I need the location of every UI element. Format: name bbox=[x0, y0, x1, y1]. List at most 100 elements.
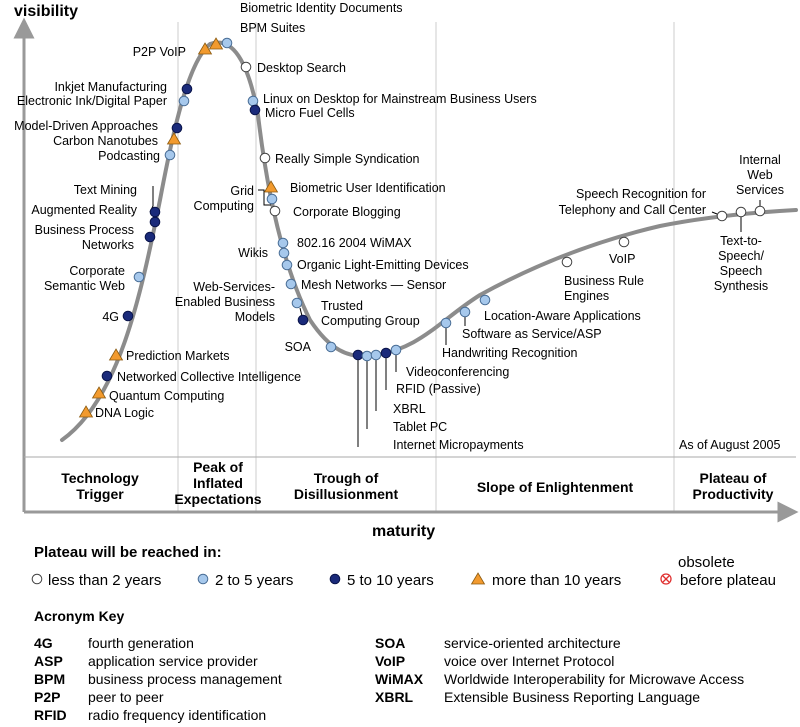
software-as-service-asp-label: Software as Service/ASP bbox=[462, 327, 602, 341]
legend-5-to-10-icon bbox=[329, 573, 341, 585]
technology-labels: DNA Logic Quantum Computing Networked Coll… bbox=[14, 1, 784, 452]
micro-fuel-cells-marker bbox=[249, 104, 261, 116]
svg-text:before plateau: before plateau bbox=[680, 572, 776, 589]
svg-text:BPM: BPM bbox=[34, 671, 65, 687]
corporate-semantic-web-marker bbox=[133, 271, 145, 283]
leader-lines bbox=[149, 88, 761, 447]
xbrl-label: XBRL bbox=[393, 402, 426, 416]
location-aware-applications-marker bbox=[479, 294, 491, 306]
tablet-pc-label: Tablet PC bbox=[393, 420, 447, 434]
handwriting-recognition-label: Handwriting Recognition bbox=[442, 346, 578, 360]
svg-text:less than 2 years: less than 2 years bbox=[48, 572, 161, 589]
acronym-voip: VoIP voice over Internet Protocol bbox=[375, 653, 614, 669]
grid-computing-label: Grid Computing bbox=[194, 184, 254, 213]
svg-text:more than 10 years: more than 10 years bbox=[492, 572, 621, 589]
biometric-user-identification-label: Biometric User Identification bbox=[290, 181, 446, 195]
electronic-ink-digital-paper-label: Electronic Ink/Digital Paper bbox=[17, 94, 167, 108]
networked-collective-intelligence-marker bbox=[101, 370, 113, 382]
videoconferencing-label: Videoconferencing bbox=[406, 365, 509, 379]
augmented-reality-marker bbox=[149, 216, 161, 228]
podcasting-label: Podcasting bbox=[98, 149, 160, 163]
y-axis-label: visibility bbox=[14, 3, 78, 20]
wikis-label: Wikis bbox=[238, 246, 268, 260]
corporate-semantic-web-label: Corporate Semantic Web bbox=[44, 264, 125, 293]
corporate-blogging-marker bbox=[269, 205, 281, 217]
model-driven-approaches-marker bbox=[171, 122, 183, 134]
corporate-blogging-label: Corporate Blogging bbox=[293, 205, 401, 219]
svg-text:5 to 10 years: 5 to 10 years bbox=[347, 572, 434, 589]
text-mining-marker bbox=[149, 206, 161, 218]
svg-text:WiMAX: WiMAX bbox=[375, 671, 424, 687]
acronym-wimax: WiMAX Worldwide Interoperability for Micr… bbox=[375, 671, 744, 687]
quantum-computing-marker bbox=[91, 386, 107, 399]
svg-text:application service provider: application service provider bbox=[88, 653, 258, 669]
linux-on-desktop-for-mainstream-business-users-marker bbox=[247, 95, 259, 107]
really-simple-syndication-label: Really Simple Syndication bbox=[275, 152, 420, 166]
organic-light-emitting-devices-label: Organic Light-Emitting Devices bbox=[297, 258, 469, 272]
legend-item-more-than-10: more than 10 years bbox=[470, 572, 621, 589]
software-as-service-asp-marker bbox=[459, 306, 471, 318]
phase-slope-of-enlightenment: Slope of Enlightenment bbox=[477, 479, 634, 495]
electronic-ink-digital-paper-marker bbox=[178, 95, 190, 107]
internal-web-services-label: Internal Web Services bbox=[736, 153, 784, 197]
phase-plateau-of-productivity: Plateau of Productivity bbox=[693, 470, 774, 502]
quantum-computing-label: Quantum Computing bbox=[109, 389, 224, 403]
4g-label: 4G bbox=[102, 310, 119, 324]
legend-item-less-than-2: less than 2 years bbox=[31, 572, 161, 589]
handwriting-recognition-marker bbox=[440, 317, 452, 329]
augmented-reality-label: Augmented Reality bbox=[31, 203, 137, 217]
mesh-networks-sensor-marker bbox=[285, 278, 297, 290]
svg-text:XBRL: XBRL bbox=[375, 689, 414, 705]
svg-text:radio frequency identification: radio frequency identification bbox=[88, 707, 266, 723]
mesh-networks-sensor-label: Mesh Networks — Sensor bbox=[301, 278, 446, 292]
acronym-xbrl: XBRL Extensible Business Reporting Langua… bbox=[375, 689, 700, 705]
svg-text:RFID: RFID bbox=[34, 707, 67, 723]
acronym-entries: 4G fourth generation ASP application servic… bbox=[34, 635, 744, 723]
carbon-nanotubes-label: Carbon Nanotubes bbox=[53, 134, 158, 148]
model-driven-approaches-label: Model-Driven Approaches bbox=[14, 119, 158, 133]
biometric-identity-documents-marker bbox=[208, 37, 224, 50]
internet-micropayments-label: Internet Micropayments bbox=[393, 438, 524, 452]
acronym-asp: ASP application service provider bbox=[34, 653, 258, 669]
rfid-passive-marker bbox=[380, 347, 392, 359]
organic-light-emitting-devices-marker bbox=[281, 259, 293, 271]
svg-text:business process management: business process management bbox=[88, 671, 282, 687]
svg-text:SOA: SOA bbox=[375, 635, 405, 651]
legend-2-to-5-icon bbox=[197, 573, 209, 585]
legend-item-5-to-10: 5 to 10 years bbox=[329, 572, 434, 589]
internal-web-services-marker bbox=[754, 205, 766, 217]
p2p-voip-label: P2P VoIP bbox=[133, 45, 186, 59]
grid-computing-marker bbox=[266, 193, 278, 205]
business-process-networks-marker bbox=[144, 231, 156, 243]
tablet-pc-marker bbox=[361, 350, 373, 362]
web-services-enabled-business-models-marker bbox=[291, 297, 303, 309]
802-16-2004-wimax-marker bbox=[277, 237, 289, 249]
dna-logic-label: DNA Logic bbox=[95, 406, 154, 420]
videoconferencing-marker bbox=[390, 344, 402, 356]
location-aware-applications-label: Location-Aware Applications bbox=[484, 309, 641, 323]
really-simple-syndication-marker bbox=[259, 152, 271, 164]
linux-on-desktop-for-mainstream-business-users-label: Linux on Desktop for Mainstream Business… bbox=[263, 92, 537, 106]
acronym-bpm: BPM business process management bbox=[34, 671, 282, 687]
svg-text:voice over Internet Protocol: voice over Internet Protocol bbox=[444, 653, 614, 669]
svg-text:ASP: ASP bbox=[34, 653, 63, 669]
legend-items: less than 2 years 2 to 5 years 5 to 10 yea… bbox=[31, 554, 776, 589]
carbon-nanotubes-marker bbox=[166, 132, 182, 145]
text-to-speech-speech-synthesis-label: Text-to-Speech/Speech Synthesis bbox=[714, 234, 768, 293]
xbrl-marker bbox=[370, 349, 382, 361]
legend-more-than-10-icon bbox=[470, 572, 486, 585]
legend-item-2-to-5: 2 to 5 years bbox=[197, 572, 293, 589]
svg-text:fourth generation: fourth generation bbox=[88, 635, 194, 651]
bpm-suites-marker bbox=[221, 37, 233, 49]
phase-trough-of-disillusionment: Trough of Disillusionment bbox=[294, 470, 399, 502]
internet-micropayments-marker bbox=[352, 349, 364, 361]
acronym-key-title: Acronym Key bbox=[34, 608, 124, 624]
wikis-marker bbox=[278, 247, 290, 259]
acronym-rfid: RFID radio frequency identification bbox=[34, 707, 266, 723]
business-rule-engines-marker bbox=[561, 256, 573, 268]
micro-fuel-cells-label: Micro Fuel Cells bbox=[265, 106, 355, 120]
svg-text:2 to 5 years: 2 to 5 years bbox=[215, 572, 293, 589]
phase-labels: Technology Trigger Peak of Inflated Expectat… bbox=[61, 459, 773, 507]
biometric-user-identification-marker bbox=[263, 180, 279, 193]
